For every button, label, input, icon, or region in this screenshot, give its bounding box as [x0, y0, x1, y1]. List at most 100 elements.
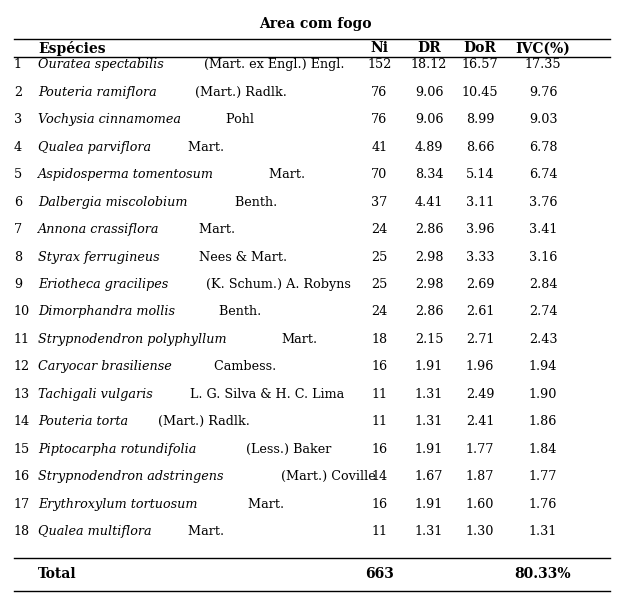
Text: 5.14: 5.14: [466, 168, 495, 181]
Text: 9.06: 9.06: [415, 113, 444, 126]
Text: 1.67: 1.67: [415, 471, 444, 483]
Text: IVC(%): IVC(%): [515, 41, 571, 56]
Text: 4.89: 4.89: [415, 141, 444, 153]
Text: 2.71: 2.71: [466, 333, 495, 346]
Text: 1.77: 1.77: [529, 471, 558, 483]
Text: 10: 10: [14, 306, 30, 318]
Text: 3.11: 3.11: [466, 196, 494, 208]
Text: 25: 25: [371, 251, 387, 263]
Text: 1: 1: [14, 58, 22, 71]
Text: 37: 37: [371, 196, 387, 208]
Text: Mart.: Mart.: [184, 141, 224, 153]
Text: 3: 3: [14, 113, 22, 126]
Text: 76: 76: [371, 86, 387, 98]
Text: 3.41: 3.41: [529, 223, 558, 236]
Text: 15: 15: [14, 443, 30, 456]
Text: 9.03: 9.03: [529, 113, 558, 126]
Text: 2.15: 2.15: [415, 333, 444, 346]
Text: Caryocar brasiliense: Caryocar brasiliense: [38, 361, 171, 373]
Text: 8.99: 8.99: [466, 113, 495, 126]
Text: 1.76: 1.76: [529, 498, 558, 511]
Text: 6.78: 6.78: [529, 141, 558, 153]
Text: 3.33: 3.33: [466, 251, 495, 263]
Text: 16: 16: [14, 471, 30, 483]
Text: Benth.: Benth.: [215, 306, 261, 318]
Text: 1.30: 1.30: [466, 525, 495, 538]
Text: 9.06: 9.06: [415, 86, 444, 98]
Text: Strypnodendron polyphyllum: Strypnodendron polyphyllum: [38, 333, 226, 346]
Text: 14: 14: [14, 416, 30, 428]
Text: 2.86: 2.86: [415, 306, 444, 318]
Text: Qualea multiflora: Qualea multiflora: [38, 525, 151, 538]
Text: 12: 12: [14, 361, 30, 373]
Text: 16: 16: [371, 498, 387, 511]
Text: 17.35: 17.35: [525, 58, 561, 71]
Text: Cambess.: Cambess.: [210, 361, 277, 373]
Text: 3.16: 3.16: [529, 251, 558, 263]
Text: Area com fogo: Area com fogo: [259, 17, 371, 31]
Text: 16: 16: [371, 443, 387, 456]
Text: (K. Schum.) A. Robyns: (K. Schum.) A. Robyns: [206, 278, 351, 291]
Text: 6.74: 6.74: [529, 168, 558, 181]
Text: Aspidosperma tomentosum: Aspidosperma tomentosum: [38, 168, 214, 181]
Text: 2.98: 2.98: [415, 278, 444, 291]
Text: 1.31: 1.31: [529, 525, 557, 538]
Text: L. G. Silva & H. C. Lima: L. G. Silva & H. C. Lima: [186, 388, 344, 401]
Text: 1.60: 1.60: [466, 498, 495, 511]
Text: Eriotheca gracilipes: Eriotheca gracilipes: [38, 278, 168, 291]
Text: Ni: Ni: [370, 41, 388, 56]
Text: 2.86: 2.86: [415, 223, 444, 236]
Text: (Mart.) Coville: (Mart.) Coville: [277, 471, 376, 483]
Text: Styrax ferrugineus: Styrax ferrugineus: [38, 251, 159, 263]
Text: 11: 11: [371, 416, 387, 428]
Text: 4: 4: [14, 141, 22, 153]
Text: 4.41: 4.41: [415, 196, 444, 208]
Text: 10.45: 10.45: [462, 86, 498, 98]
Text: 18: 18: [371, 333, 387, 346]
Text: 1.31: 1.31: [415, 525, 443, 538]
Text: 17: 17: [14, 498, 30, 511]
Text: 1.91: 1.91: [415, 498, 443, 511]
Text: Strypnodendron adstringens: Strypnodendron adstringens: [38, 471, 223, 483]
Text: 2.41: 2.41: [466, 416, 495, 428]
Text: 5: 5: [14, 168, 22, 181]
Text: 2.98: 2.98: [415, 251, 444, 263]
Text: Total: Total: [38, 567, 76, 582]
Text: Mart.: Mart.: [195, 223, 235, 236]
Text: Dalbergia miscolobium: Dalbergia miscolobium: [38, 196, 187, 208]
Text: (Mart.) Radlk.: (Mart.) Radlk.: [191, 86, 287, 98]
Text: 41: 41: [371, 141, 387, 153]
Text: Tachigali vulgaris: Tachigali vulgaris: [38, 388, 152, 401]
Text: Mart.: Mart.: [281, 333, 318, 346]
Text: Piptocarpha rotundifolia: Piptocarpha rotundifolia: [38, 443, 196, 456]
Text: 7: 7: [14, 223, 22, 236]
Text: 2.74: 2.74: [529, 306, 558, 318]
Text: 24: 24: [371, 306, 387, 318]
Text: 11: 11: [371, 388, 387, 401]
Text: 8.66: 8.66: [466, 141, 495, 153]
Text: 8.34: 8.34: [415, 168, 444, 181]
Text: 80.33%: 80.33%: [515, 567, 571, 582]
Text: Benth.: Benth.: [231, 196, 277, 208]
Text: 2.69: 2.69: [466, 278, 495, 291]
Text: Espécies: Espécies: [38, 41, 105, 56]
Text: Erythroxylum tortuosum: Erythroxylum tortuosum: [38, 498, 197, 511]
Text: 1.91: 1.91: [415, 361, 443, 373]
Text: 663: 663: [365, 567, 394, 582]
Text: Dimorphandra mollis: Dimorphandra mollis: [38, 306, 175, 318]
Text: (Mart. ex Engl.) Engl.: (Mart. ex Engl.) Engl.: [200, 58, 345, 71]
Text: 9: 9: [14, 278, 22, 291]
Text: 13: 13: [14, 388, 30, 401]
Text: 8: 8: [14, 251, 22, 263]
Text: 2.43: 2.43: [529, 333, 558, 346]
Text: Vochysia cinnamomea: Vochysia cinnamomea: [38, 113, 181, 126]
Text: (Mart.) Radlk.: (Mart.) Radlk.: [154, 416, 250, 428]
Text: DoR: DoR: [464, 41, 496, 56]
Text: DR: DR: [417, 41, 441, 56]
Text: Mart.: Mart.: [185, 525, 224, 538]
Text: 1.91: 1.91: [415, 443, 443, 456]
Text: Pohl: Pohl: [222, 113, 255, 126]
Text: 152: 152: [367, 58, 391, 71]
Text: 9.76: 9.76: [529, 86, 558, 98]
Text: 18: 18: [14, 525, 30, 538]
